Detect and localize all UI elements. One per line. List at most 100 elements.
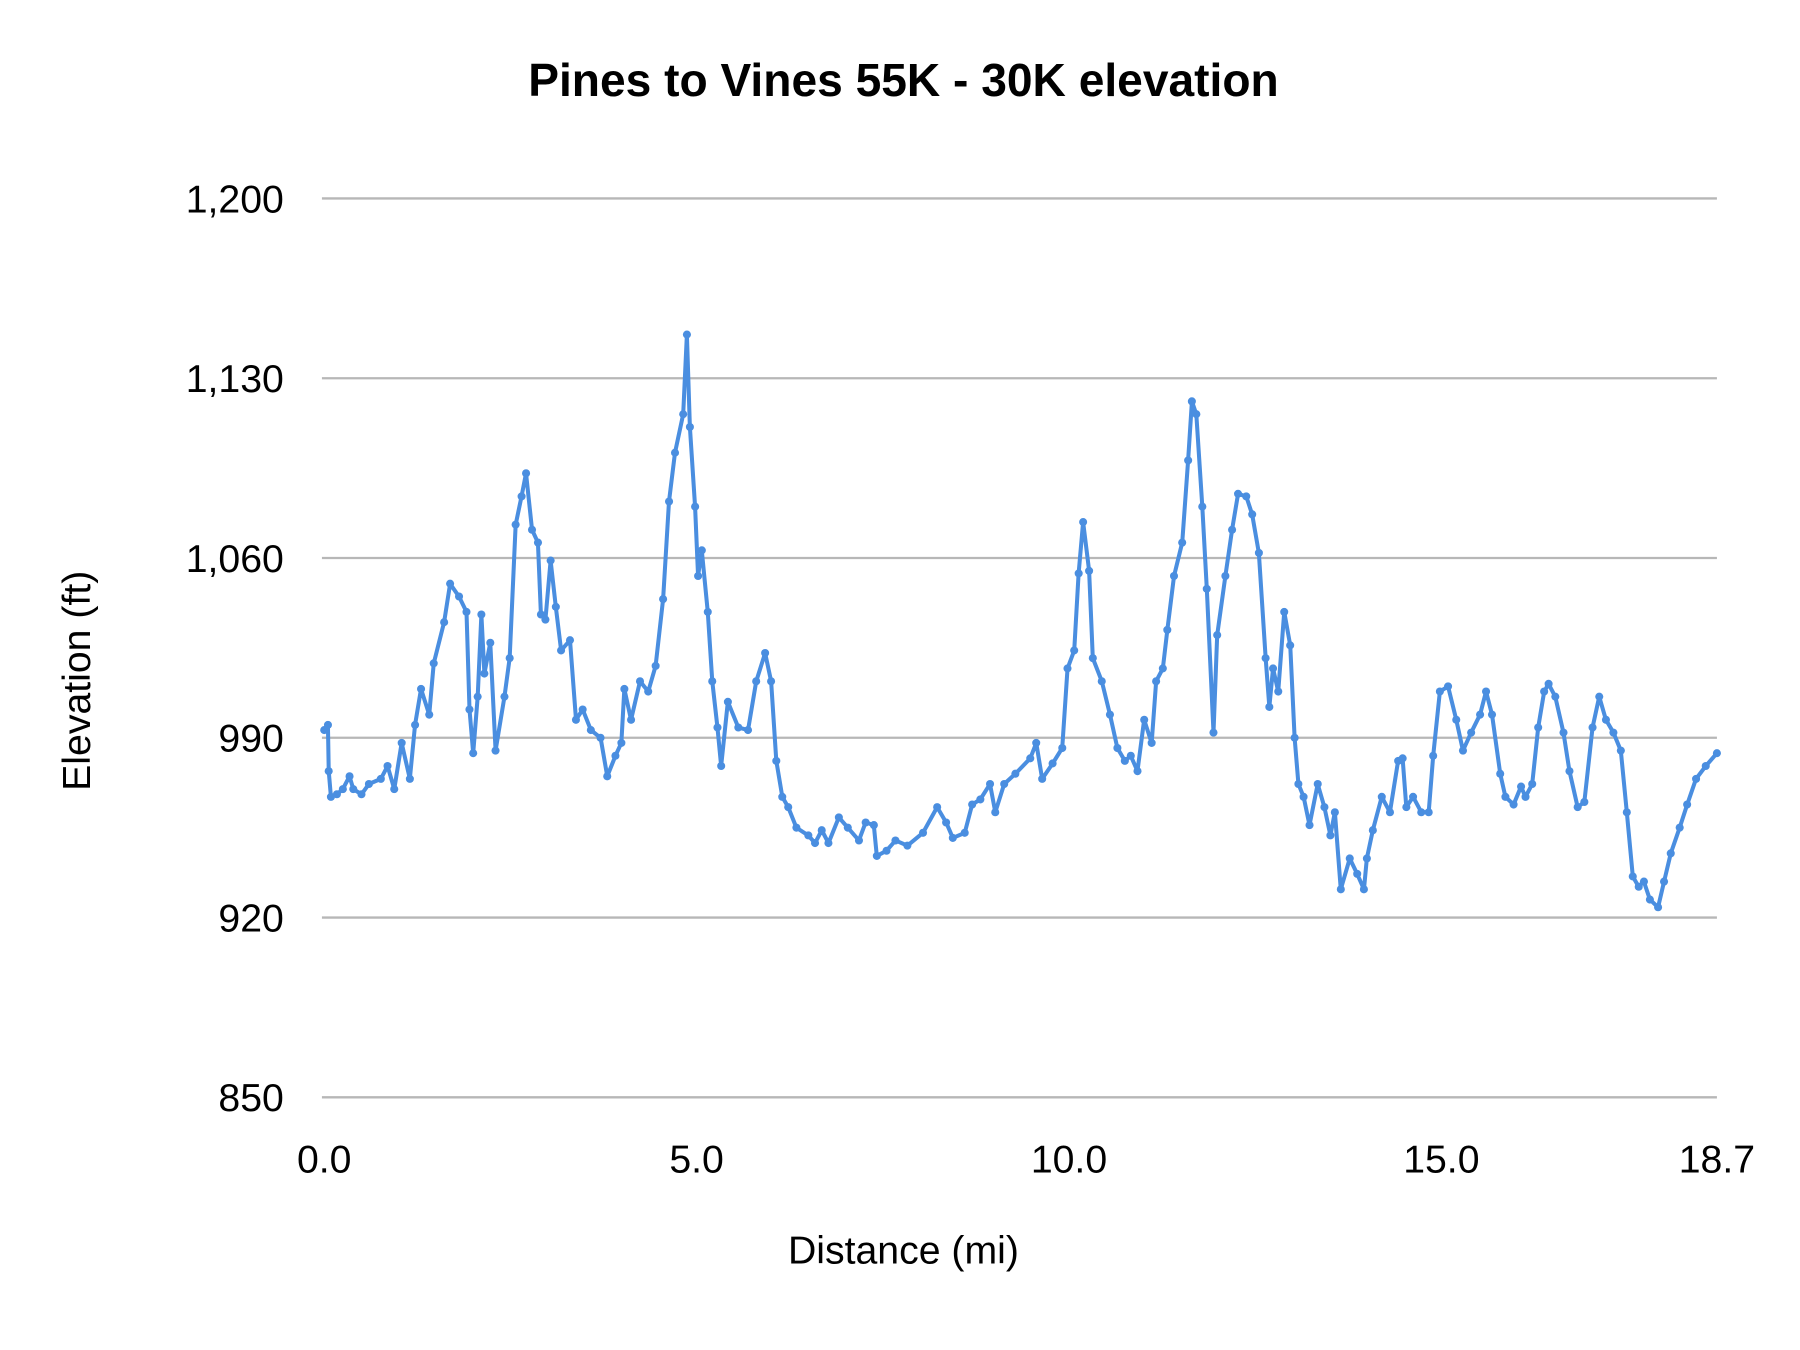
data-point (1147, 738, 1156, 747)
data-point (679, 410, 688, 419)
data-point (767, 677, 776, 686)
data-point (1429, 751, 1438, 760)
data-point (425, 710, 434, 719)
data-point (1540, 687, 1549, 696)
data-point (1645, 895, 1654, 904)
data-point (473, 692, 482, 701)
elevation-series (320, 330, 1721, 912)
data-point (1521, 792, 1530, 801)
data-point (1482, 687, 1491, 696)
data-point (1126, 751, 1135, 760)
data-point (784, 803, 793, 812)
data-point (586, 726, 595, 735)
data-point (1692, 774, 1701, 783)
data-point (462, 607, 471, 616)
data-point (903, 841, 912, 850)
data-point (596, 733, 605, 742)
data-point (477, 610, 486, 619)
data-point (1163, 625, 1172, 634)
data-point (1305, 821, 1314, 830)
data-point (708, 677, 717, 686)
data-point (338, 785, 347, 794)
data-point (1254, 548, 1263, 557)
data-point (1326, 831, 1335, 840)
data-point (390, 785, 399, 794)
data-point (1085, 566, 1094, 575)
data-point (522, 469, 531, 478)
data-point (551, 602, 560, 611)
data-point (1359, 885, 1368, 894)
data-point (761, 648, 770, 658)
data-point (465, 705, 474, 714)
data-point (834, 813, 843, 822)
data-point (1038, 774, 1047, 783)
data-point (349, 785, 358, 794)
x-axis-label: Distance (mi) (788, 1228, 1019, 1272)
data-point (511, 520, 520, 529)
data-point (1184, 456, 1193, 465)
data-point (1265, 702, 1274, 711)
data-point (1058, 744, 1067, 753)
y-tick-label: 1,130 (186, 357, 284, 401)
data-point (480, 669, 489, 678)
data-point (1639, 877, 1648, 886)
data-point (332, 790, 341, 799)
data-point (1299, 792, 1308, 801)
data-point (1452, 715, 1461, 724)
data-point (1269, 664, 1278, 673)
data-point (717, 761, 726, 771)
data-point (1032, 738, 1041, 747)
data-point (1417, 808, 1426, 817)
data-point (1683, 800, 1692, 809)
data-point (1675, 823, 1684, 832)
data-point (968, 800, 977, 809)
data-point (1544, 679, 1553, 688)
data-point (364, 779, 373, 789)
data-point (694, 571, 703, 581)
data-point (517, 492, 526, 501)
data-point (1660, 877, 1669, 886)
data-point (383, 761, 392, 771)
data-point (1534, 723, 1543, 732)
data-point (357, 790, 366, 799)
data-point (565, 636, 575, 645)
data-point (1088, 654, 1097, 663)
data-point (557, 646, 566, 655)
data-point (1048, 759, 1057, 768)
data-point (1158, 664, 1167, 673)
data-point (376, 774, 385, 783)
data-point (1609, 728, 1618, 737)
data-point (578, 705, 587, 714)
data-point (1487, 710, 1497, 719)
data-point (1435, 687, 1444, 696)
data-point (446, 579, 455, 588)
data-point (1140, 715, 1149, 724)
chart-title: Pines to Vines 55K - 30K elevation (528, 54, 1279, 106)
data-point (440, 618, 449, 627)
data-point (933, 803, 942, 812)
data-point (713, 723, 722, 732)
data-point (734, 723, 743, 732)
x-tick-labels: 0.0 5.0 10.0 15.0 18.7 (297, 1137, 1755, 1181)
data-point (942, 818, 951, 827)
data-point (1169, 571, 1179, 581)
data-point (960, 828, 969, 837)
data-point (1385, 808, 1395, 817)
data-point (659, 595, 668, 604)
data-point (527, 525, 537, 534)
data-point (1213, 631, 1222, 640)
data-point (1074, 569, 1083, 578)
data-point (324, 767, 333, 776)
data-point (1228, 525, 1237, 534)
x-tick-label: 18.7 (1679, 1137, 1755, 1181)
data-point (1565, 767, 1574, 776)
data-point (824, 839, 833, 848)
data-point (1011, 769, 1020, 778)
data-point (1496, 769, 1505, 778)
elevation-line (322, 332, 1719, 910)
data-point (1580, 797, 1589, 807)
data-point (1559, 728, 1568, 737)
x-tick-label: 15.0 (1403, 1137, 1479, 1181)
data-point (635, 677, 645, 686)
